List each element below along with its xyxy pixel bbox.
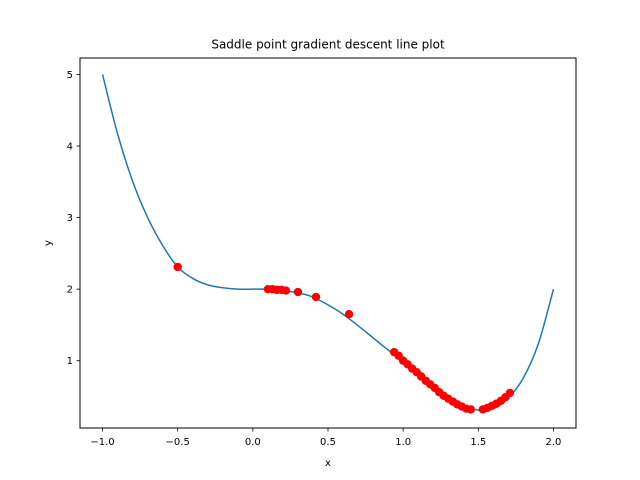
- y-axis: 1 2 3 4 5: [67, 70, 80, 367]
- plot-area: [101, 74, 555, 414]
- x-tick-label: −0.5: [166, 437, 190, 448]
- descent-point: [293, 287, 303, 297]
- descent-point: [344, 310, 354, 319]
- x-axis: −1.0 −0.5 0.0 0.5 1.0 1.5 2.0: [90, 428, 561, 448]
- x-tick-label: −1.0: [90, 437, 114, 448]
- descent-point: [505, 388, 515, 398]
- x-tick-label: 0.5: [320, 437, 336, 448]
- x-tick-label: 0.0: [245, 437, 261, 448]
- chart-title: Saddle point gradient descent line plot: [211, 38, 445, 52]
- descent-point: [466, 405, 475, 414]
- y-axis-label: y: [43, 240, 54, 246]
- y-tick-label: 4: [67, 142, 73, 153]
- x-tick-label: 1.5: [470, 437, 486, 448]
- y-tick-label: 3: [67, 213, 73, 224]
- descent-point: [281, 286, 291, 295]
- x-axis-label: x: [325, 458, 331, 469]
- y-tick-label: 2: [67, 285, 73, 296]
- descent-point: [311, 292, 321, 302]
- y-tick-label: 5: [67, 70, 73, 81]
- x-tick-label: 2.0: [546, 437, 562, 448]
- y-tick-label: 1: [67, 356, 73, 367]
- x-tick-label: 1.0: [395, 437, 411, 448]
- descent-point: [173, 262, 182, 272]
